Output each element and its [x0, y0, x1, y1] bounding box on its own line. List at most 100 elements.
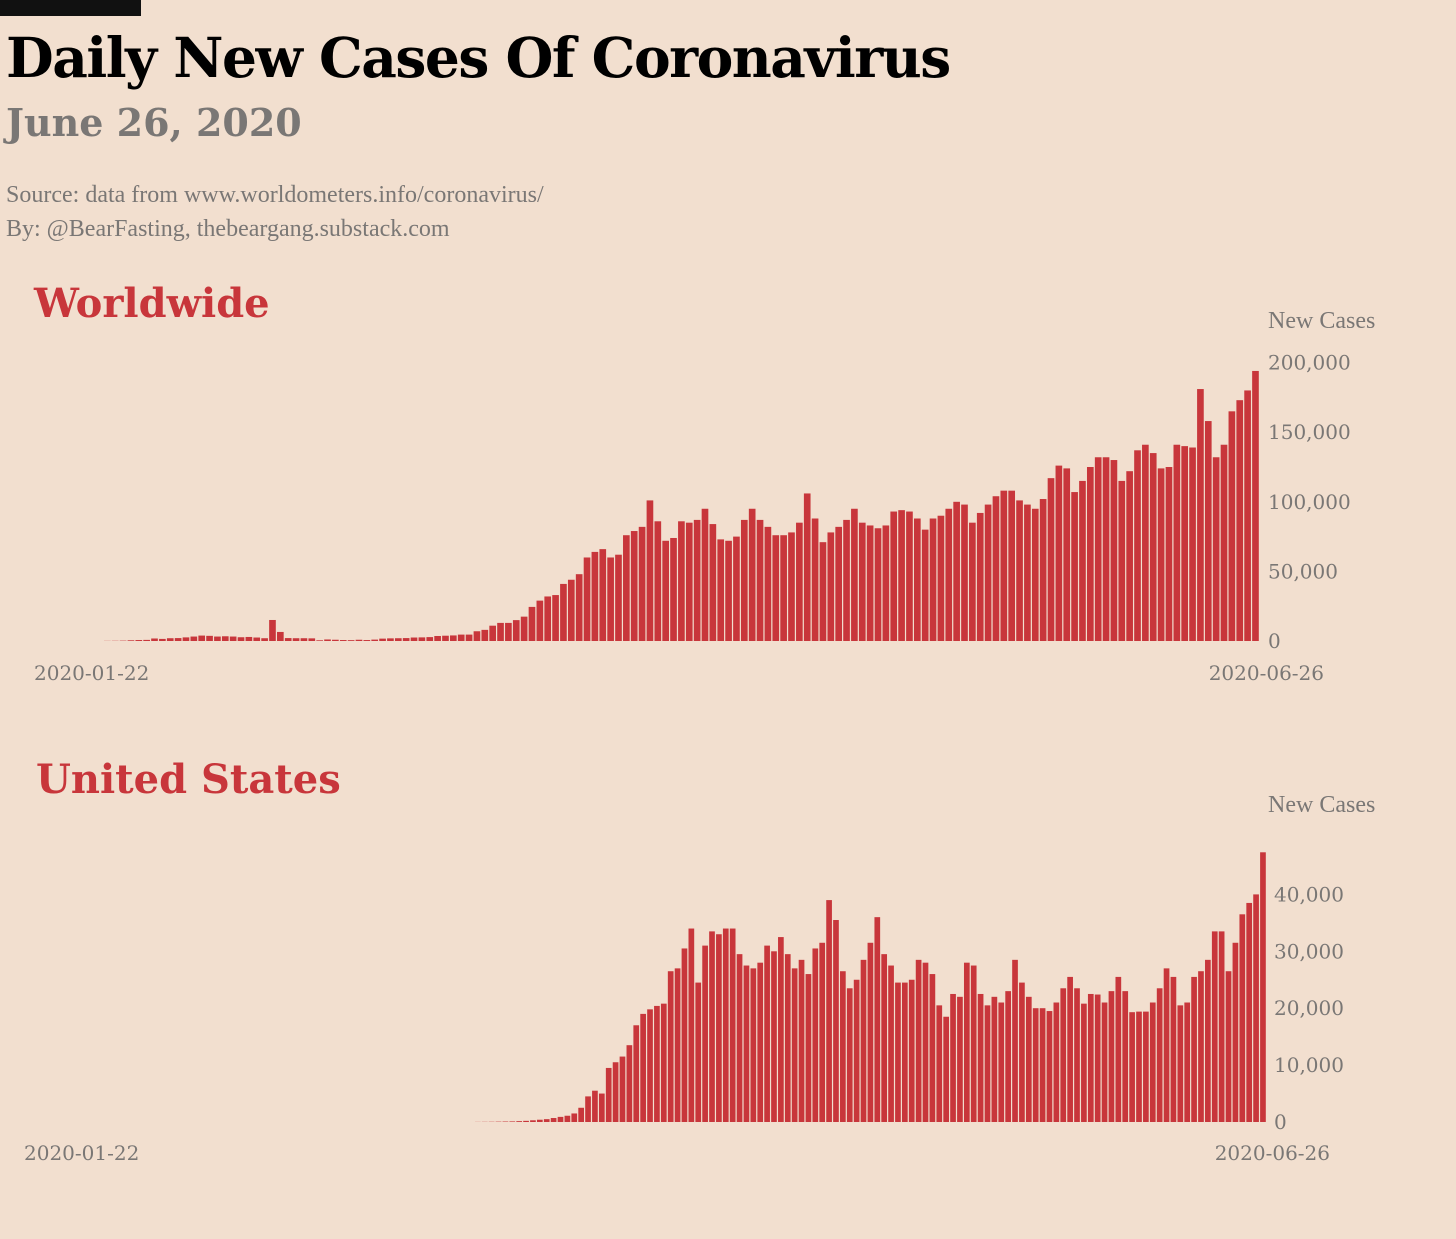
bar [898, 510, 905, 641]
bar [1142, 444, 1149, 641]
bar [1218, 931, 1225, 1122]
bar [284, 638, 292, 641]
bar [936, 1005, 943, 1122]
bar [858, 522, 866, 641]
bar [984, 504, 992, 641]
bar [796, 522, 803, 641]
bar [512, 620, 520, 641]
bar [1253, 894, 1259, 1122]
bar [780, 535, 787, 641]
bar [1165, 467, 1173, 641]
bar [922, 962, 929, 1122]
bar [678, 521, 685, 641]
bar [867, 942, 874, 1122]
bar [771, 951, 777, 1122]
bar [1260, 852, 1266, 1122]
bar [229, 636, 237, 641]
bar [1063, 468, 1071, 641]
bar [630, 531, 638, 641]
bar [953, 501, 960, 641]
chart-title-united-states: United States [36, 756, 341, 803]
bar [819, 542, 827, 641]
bar [840, 971, 846, 1122]
bar [929, 974, 936, 1122]
bar [1197, 389, 1204, 641]
bar [143, 639, 150, 641]
bar [702, 945, 708, 1122]
bar [135, 640, 143, 641]
x-tick-label-start: 2020-01-22 [34, 661, 149, 685]
bar [1163, 968, 1170, 1122]
bar [977, 993, 984, 1122]
bar [607, 557, 614, 641]
bar [560, 583, 567, 641]
bar [332, 639, 339, 641]
bar [379, 638, 386, 641]
bar [1108, 991, 1115, 1122]
bar [1046, 1011, 1053, 1122]
bar [693, 519, 701, 641]
bar [571, 1113, 578, 1122]
bar [497, 622, 504, 641]
bar [688, 928, 695, 1122]
bar [550, 1118, 557, 1122]
bar [819, 942, 826, 1122]
bar [921, 529, 929, 641]
y-tick-label: 40,000 [1274, 882, 1344, 906]
bar [716, 934, 722, 1122]
bar [151, 638, 158, 641]
bar [1055, 465, 1063, 641]
bar [198, 635, 206, 641]
bar [1204, 421, 1212, 641]
bar [575, 574, 583, 641]
bar [1032, 1008, 1039, 1122]
bar [812, 948, 819, 1122]
bar [803, 493, 811, 641]
bar [992, 496, 1000, 641]
y-axis-title: New Cases [1268, 308, 1375, 334]
bar [750, 968, 757, 1122]
bar [1060, 988, 1067, 1122]
bar [685, 522, 693, 641]
bar [1101, 1002, 1108, 1122]
bar [853, 979, 860, 1122]
bar [646, 500, 654, 641]
bar [654, 521, 662, 641]
bar [915, 959, 922, 1122]
bar [567, 579, 575, 641]
bar [835, 526, 843, 641]
bar [667, 971, 674, 1122]
bar [1189, 447, 1196, 641]
bar [991, 996, 998, 1122]
bar [929, 518, 937, 641]
bar [1079, 480, 1086, 641]
bar [536, 600, 544, 641]
bar [1012, 959, 1018, 1122]
bar [1071, 492, 1078, 641]
bar [300, 638, 308, 641]
bar [1110, 460, 1118, 641]
bar [638, 526, 646, 641]
bar [528, 606, 536, 641]
bar [1173, 444, 1181, 641]
bar [798, 959, 805, 1122]
bar [1086, 467, 1094, 641]
bar [599, 549, 607, 641]
bar [736, 954, 743, 1122]
bar [206, 635, 213, 641]
bar [1177, 1005, 1184, 1122]
bar [640, 1013, 646, 1122]
bar [1016, 500, 1023, 641]
bar [1115, 976, 1122, 1122]
bar [805, 974, 812, 1122]
bar [1228, 411, 1236, 641]
bar [578, 1107, 584, 1122]
bar [984, 1005, 991, 1122]
bar [901, 982, 908, 1122]
y-tick-label: 20,000 [1274, 996, 1344, 1020]
bar [908, 979, 915, 1122]
x-tick-label-end: 2020-06-26 [1209, 661, 1324, 685]
bar [950, 993, 956, 1122]
bar [843, 519, 850, 641]
bar [410, 637, 418, 641]
